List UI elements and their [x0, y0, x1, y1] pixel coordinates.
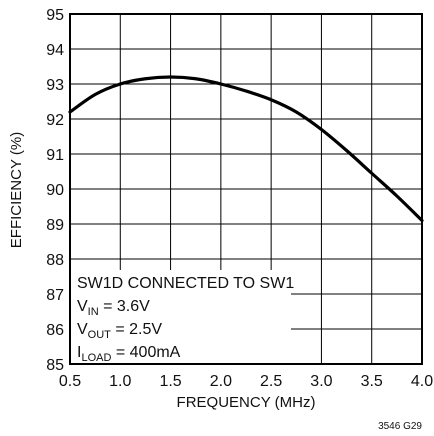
y-tick-label: 92 — [46, 112, 64, 129]
annotation-box — [71, 270, 291, 368]
x-tick-label: 3.0 — [310, 373, 332, 390]
iload-subscript: LOAD — [81, 352, 111, 364]
iload-value: = 400mA — [111, 344, 180, 361]
y-tick-label: 90 — [46, 182, 64, 199]
y-tick-label: 93 — [46, 77, 64, 94]
vin-value: = 3.6V — [99, 298, 150, 315]
efficiency-curve — [68, 75, 424, 223]
x-tick-labels: 0.5 1.0 1.5 2.0 2.5 3.0 3.5 4.0 — [59, 373, 433, 390]
vin-subscript: IN — [88, 306, 99, 318]
vout-main: V — [77, 321, 88, 338]
annotation-line-1: SW1D CONNECTED TO SW1 — [77, 275, 294, 292]
plot-frame — [69, 13, 423, 365]
y-tick-label: 94 — [46, 42, 64, 59]
y-tick-label: 88 — [46, 252, 64, 269]
vout-subscript: OUT — [88, 329, 112, 341]
x-tick-label: 0.5 — [59, 373, 81, 390]
figure-id: 3546 G29 — [378, 421, 422, 432]
x-tick-label: 1.0 — [109, 373, 131, 390]
annotation-vin: VIN = 3.6V — [77, 298, 150, 318]
annotation-iload: ILOAD = 400mA — [77, 344, 181, 364]
x-axis-title: FREQUENCY (MHz) — [177, 394, 316, 411]
vout-value: = 2.5V — [111, 321, 162, 338]
y-tick-label: 86 — [46, 322, 64, 339]
y-tick-label: 95 — [46, 7, 64, 24]
x-tick-label: 4.0 — [411, 373, 433, 390]
x-tick-label: 2.0 — [210, 373, 232, 390]
y-tick-label: 85 — [46, 357, 64, 374]
vin-main: V — [77, 298, 88, 315]
x-tick-label: 3.5 — [361, 373, 383, 390]
annotation-vout: VOUT = 2.5V — [77, 321, 162, 341]
y-axis-title: EFFICIENCY (%) — [8, 132, 25, 248]
x-tick-label: 2.5 — [260, 373, 282, 390]
y-tick-label: 87 — [46, 287, 64, 304]
y-tick-label: 91 — [46, 147, 64, 164]
x-tick-label: 1.5 — [159, 373, 181, 390]
y-tick-label: 89 — [46, 217, 64, 234]
iload-main: I — [77, 344, 81, 361]
grid — [70, 14, 422, 364]
y-tick-labels: 85 86 87 88 89 90 91 92 93 94 95 — [46, 7, 64, 374]
